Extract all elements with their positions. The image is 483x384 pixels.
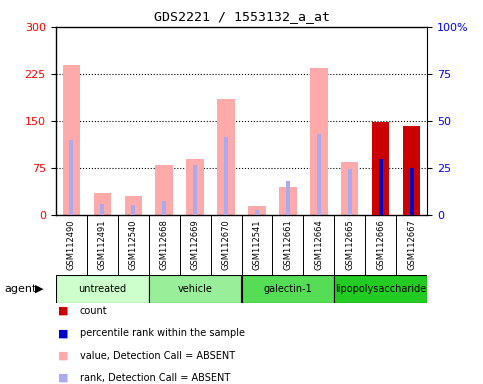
Text: galectin-1: galectin-1 [264, 284, 313, 294]
Bar [125, 196, 142, 215]
Text: untreated: untreated [78, 284, 126, 294]
Text: value, Detection Call = ABSENT: value, Detection Call = ABSENT [80, 351, 235, 361]
Bar [341, 162, 358, 215]
Text: ▶: ▶ [35, 284, 44, 294]
Text: GSM112666: GSM112666 [376, 219, 385, 270]
Bar [280, 187, 297, 215]
Text: count: count [80, 306, 107, 316]
Text: GSM112661: GSM112661 [284, 219, 293, 270]
Text: GSM112668: GSM112668 [159, 219, 169, 270]
Text: lipopolysaccharide: lipopolysaccharide [335, 284, 426, 294]
Bar [311, 68, 327, 215]
Bar [94, 193, 111, 215]
Text: GSM112664: GSM112664 [314, 219, 324, 270]
Bar [410, 168, 414, 215]
Text: rank, Detection Call = ABSENT: rank, Detection Call = ABSENT [80, 373, 230, 383]
Text: ■: ■ [58, 373, 69, 383]
Bar [193, 165, 198, 215]
Bar [248, 206, 266, 215]
Text: GDS2221 / 1553132_a_at: GDS2221 / 1553132_a_at [154, 10, 329, 23]
Text: ■: ■ [58, 306, 69, 316]
Bar [131, 205, 135, 215]
Bar [69, 140, 73, 215]
Text: GSM112669: GSM112669 [190, 219, 199, 270]
Bar [379, 159, 384, 215]
Bar [156, 165, 172, 215]
Bar [242, 275, 334, 303]
Text: GSM112540: GSM112540 [128, 220, 138, 270]
Text: agent: agent [5, 284, 37, 294]
Bar [149, 275, 242, 303]
Text: GSM112541: GSM112541 [253, 220, 261, 270]
Bar [255, 210, 259, 215]
Bar [334, 275, 427, 303]
Bar [348, 169, 352, 215]
Bar [56, 275, 149, 303]
Bar [372, 122, 389, 215]
Text: ■: ■ [58, 351, 69, 361]
Text: GSM112667: GSM112667 [408, 219, 416, 270]
Text: vehicle: vehicle [178, 284, 213, 294]
Bar [162, 201, 166, 215]
Text: GSM112490: GSM112490 [67, 220, 75, 270]
Text: ■: ■ [58, 328, 69, 338]
Bar [186, 159, 203, 215]
Bar [403, 126, 421, 215]
Bar [224, 137, 228, 215]
Bar [99, 204, 104, 215]
Text: percentile rank within the sample: percentile rank within the sample [80, 328, 245, 338]
Text: GSM112491: GSM112491 [98, 220, 107, 270]
Bar [62, 65, 80, 215]
Bar [217, 99, 235, 215]
Text: GSM112670: GSM112670 [222, 219, 230, 270]
Bar [317, 134, 321, 215]
Bar [285, 180, 290, 215]
Text: GSM112665: GSM112665 [345, 219, 355, 270]
